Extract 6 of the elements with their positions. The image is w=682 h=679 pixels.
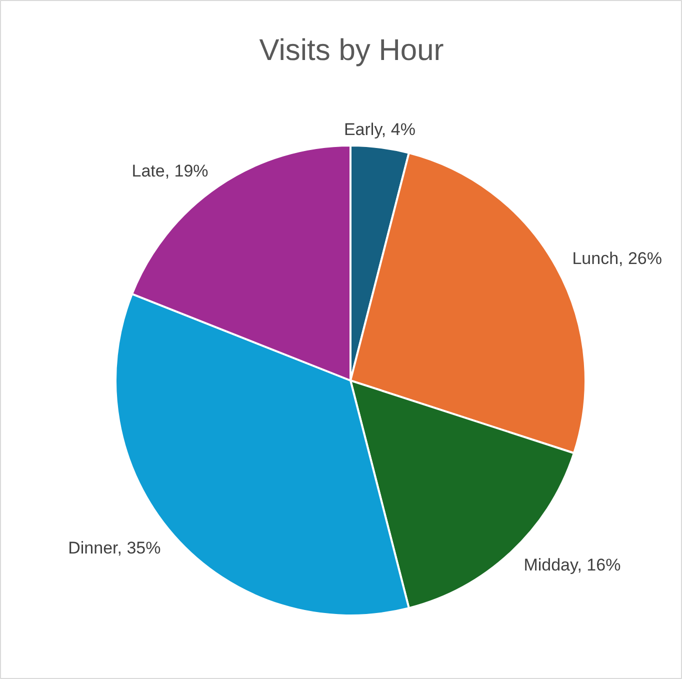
slice-label: Lunch, 26% bbox=[572, 249, 662, 268]
slice-label: Midday, 16% bbox=[524, 555, 621, 574]
slice-label: Early, 4% bbox=[344, 120, 416, 139]
chart-title: Visits by Hour bbox=[259, 34, 444, 67]
slice-label: Late, 19% bbox=[132, 162, 208, 181]
slice-label: Dinner, 35% bbox=[68, 538, 161, 558]
